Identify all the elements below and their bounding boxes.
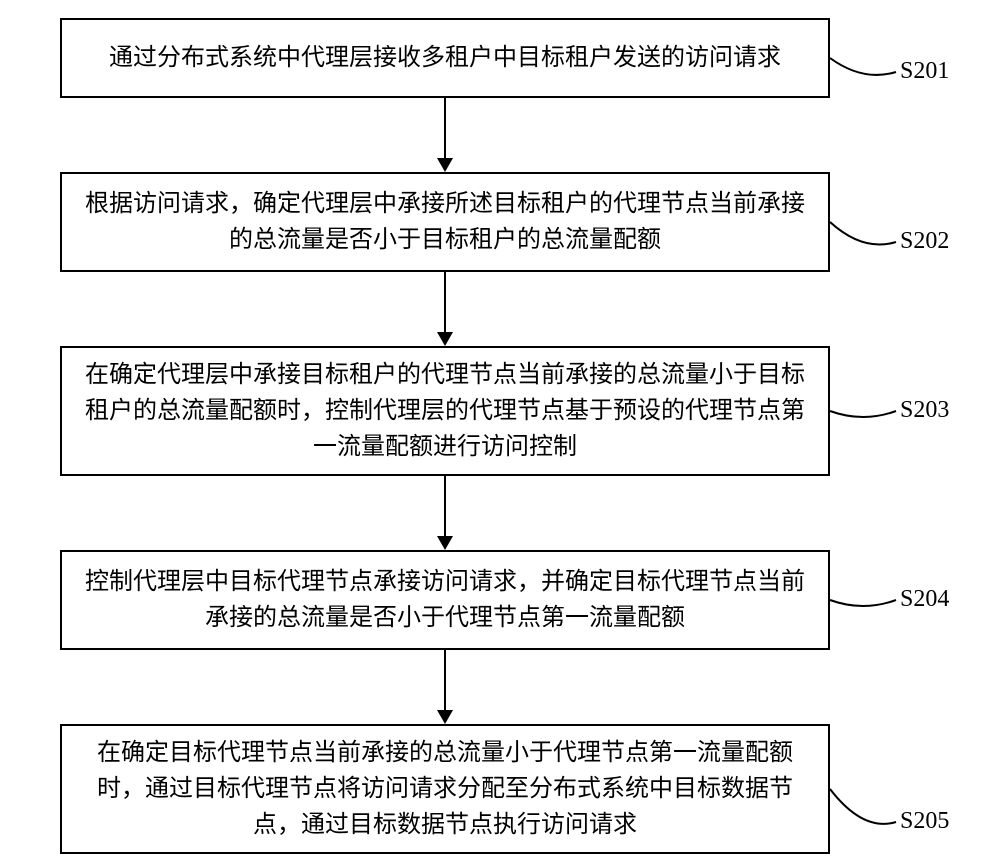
flow-arrow-head xyxy=(437,158,453,172)
flow-step-text: 控制代理层中目标代理节点承接访问请求，并确定目标代理节点当前承接的总流量是否小于… xyxy=(80,564,810,636)
flow-step-label-S204: S204 xyxy=(900,586,949,613)
flow-step-b5: 在确定目标代理节点当前承接的总流量小于代理节点第一流量配额时，通过目标代理节点将… xyxy=(60,724,830,854)
flow-step-b3: 在确定代理层中承接目标租户的代理节点当前承接的总流量小于目标租户的总流量配额时，… xyxy=(60,346,830,476)
flow-step-b1: 通过分布式系统中代理层接收多租户中目标租户发送的访问请求 xyxy=(60,18,830,98)
flow-step-text: 通过分布式系统中代理层接收多租户中目标租户发送的访问请求 xyxy=(80,40,810,76)
flow-arrow xyxy=(444,272,446,334)
flow-step-b2: 根据访问请求，确定代理层中承接所述目标租户的代理节点当前承接的总流量是否小于目标… xyxy=(60,172,830,272)
flow-arrow xyxy=(444,650,446,712)
flowchart-container: 通过分布式系统中代理层接收多租户中目标租户发送的访问请求 S201 根据访问请求，确… xyxy=(0,0,1000,868)
flow-step-label-S202: S202 xyxy=(900,228,949,255)
flow-step-text: 根据访问请求，确定代理层中承接所述目标租户的代理节点当前承接的总流量是否小于目标… xyxy=(80,186,810,258)
flow-arrow-head xyxy=(437,332,453,346)
flow-arrow xyxy=(444,98,446,160)
flow-arrow-head xyxy=(437,536,453,550)
label-connector xyxy=(828,769,898,842)
label-connector xyxy=(828,391,898,431)
flow-arrow xyxy=(444,476,446,538)
flow-step-label-S205: S205 xyxy=(900,808,949,835)
label-connector xyxy=(828,38,898,92)
flow-step-b4: 控制代理层中目标代理节点承接访问请求，并确定目标代理节点当前承接的总流量是否小于… xyxy=(60,550,830,650)
flow-arrow-head xyxy=(437,710,453,724)
flow-step-text: 在确定代理层中承接目标租户的代理节点当前承接的总流量小于目标租户的总流量配额时，… xyxy=(80,357,810,465)
label-connector xyxy=(828,202,898,262)
flow-step-label-S201: S201 xyxy=(900,58,949,85)
flow-step-label-S203: S203 xyxy=(900,397,949,424)
flow-step-text: 在确定目标代理节点当前承接的总流量小于代理节点第一流量配额时，通过目标代理节点将… xyxy=(80,735,810,843)
label-connector xyxy=(828,580,898,620)
